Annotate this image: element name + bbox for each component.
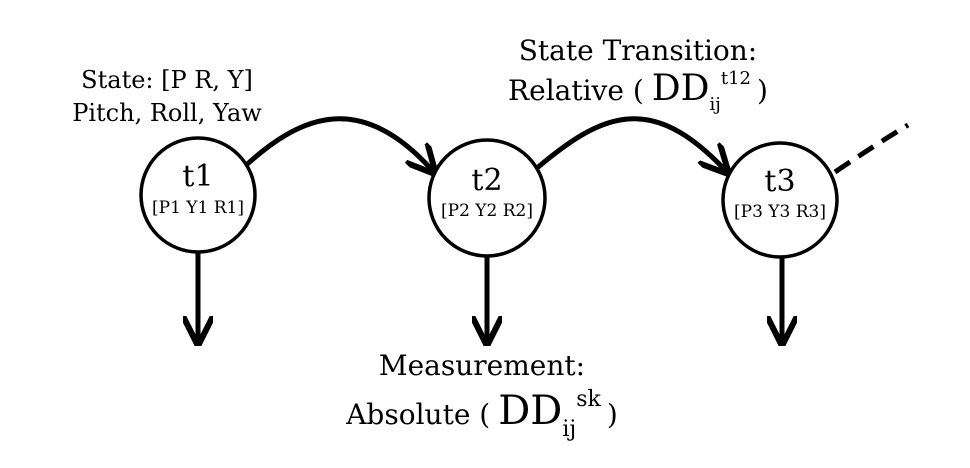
measurement-label-formula: Absolute (DDijsk) bbox=[345, 387, 618, 442]
state-label: State: [P R, Y] Pitch, Roll, Yaw bbox=[72, 66, 262, 127]
node-t3-label: t3 bbox=[764, 164, 795, 199]
measurement-superscript: sk bbox=[576, 387, 601, 412]
transition-suffix: ) bbox=[757, 74, 768, 107]
state-label-line1: State: [P R, Y] bbox=[81, 66, 253, 94]
transition-arrow-t1-t2 bbox=[240, 116, 432, 170]
transition-label-line1: State Transition: bbox=[519, 34, 758, 67]
state-label-line2: Pitch, Roll, Yaw bbox=[72, 99, 262, 127]
measurement-label-line1: Measurement: bbox=[379, 349, 585, 382]
node-t2-sublabel: [P2 Y2 R2] bbox=[441, 201, 533, 221]
measurement-suffix: ) bbox=[607, 398, 618, 431]
transition-arrow-t2-t3 bbox=[534, 116, 725, 170]
node-t1-label: t1 bbox=[182, 159, 213, 194]
transition-prefix: Relative ( bbox=[508, 74, 644, 107]
node-t3: t3 [P3 Y3 R3] bbox=[721, 141, 839, 259]
node-t2-label: t2 bbox=[471, 163, 502, 198]
transition-label-formula: Relative (DDijt12) bbox=[508, 68, 768, 115]
transition-label: State Transition: Relative (DDijt12) bbox=[508, 34, 768, 115]
node-t1: t1 [P1 Y1 R1] bbox=[139, 136, 257, 254]
transition-subscript: ij bbox=[710, 94, 721, 115]
measurement-prefix: Absolute ( bbox=[345, 398, 490, 431]
transition-superscript: t12 bbox=[721, 68, 751, 89]
measurement-symbol: DD bbox=[498, 388, 562, 434]
measurement-subscript: ij bbox=[562, 417, 576, 442]
node-t2: t2 [P2 Y2 R2] bbox=[427, 138, 547, 258]
continuation-dashed-line bbox=[833, 122, 910, 175]
transition-symbol: DD bbox=[652, 68, 710, 109]
node-t1-sublabel: [P1 Y1 R1] bbox=[152, 198, 244, 218]
node-t3-sublabel: [P3 Y3 R3] bbox=[734, 202, 826, 222]
measurement-label: Measurement: Absolute (DDijsk) bbox=[345, 349, 618, 442]
